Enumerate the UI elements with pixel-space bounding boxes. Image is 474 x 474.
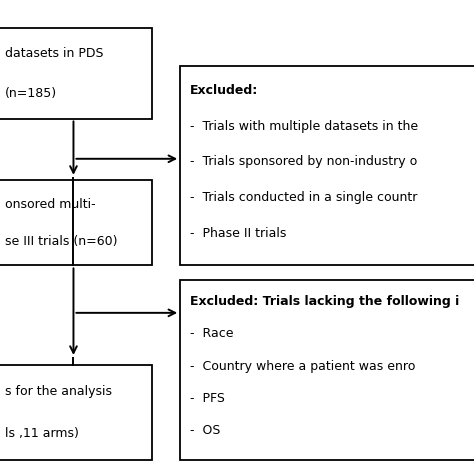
Text: -  Country where a patient was enro: - Country where a patient was enro: [190, 360, 415, 373]
Text: onsored multi-: onsored multi-: [5, 198, 95, 210]
Text: -  Trials with multiple datasets in the: - Trials with multiple datasets in the: [190, 119, 418, 133]
FancyBboxPatch shape: [0, 180, 152, 265]
FancyBboxPatch shape: [180, 280, 474, 460]
Text: -  PFS: - PFS: [190, 392, 225, 405]
Text: -  Trials conducted in a single countr: - Trials conducted in a single countr: [190, 191, 417, 204]
Text: -  OS: - OS: [190, 424, 220, 438]
Text: -  Phase II trials: - Phase II trials: [190, 227, 286, 240]
Text: se III trials (n=60): se III trials (n=60): [5, 235, 117, 248]
Text: datasets in PDS: datasets in PDS: [5, 47, 103, 60]
FancyBboxPatch shape: [180, 66, 474, 265]
Text: -  Race: - Race: [190, 327, 233, 340]
FancyBboxPatch shape: [0, 365, 152, 460]
FancyBboxPatch shape: [0, 28, 152, 118]
Text: Excluded: Trials lacking the following i: Excluded: Trials lacking the following i: [190, 295, 459, 308]
Text: ls ,11 arms): ls ,11 arms): [5, 427, 79, 440]
Text: Excluded:: Excluded:: [190, 84, 258, 97]
Text: -  Trials sponsored by non-industry o: - Trials sponsored by non-industry o: [190, 155, 417, 168]
Text: (n=185): (n=185): [5, 87, 57, 100]
Text: s for the analysis: s for the analysis: [5, 385, 112, 398]
